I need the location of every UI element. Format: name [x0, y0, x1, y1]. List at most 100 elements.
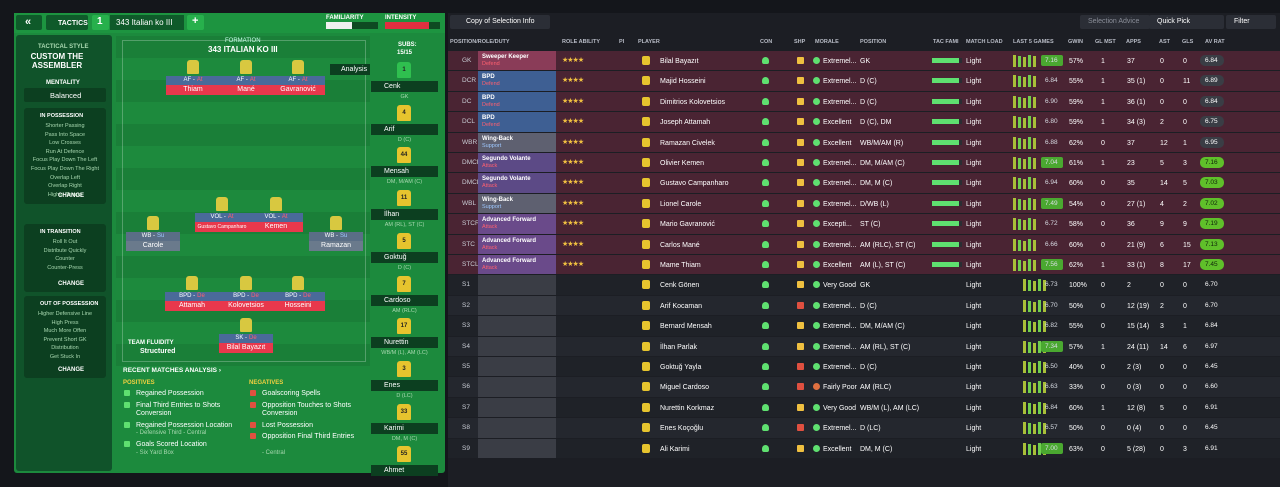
gl-mst: 0 [1101, 364, 1105, 371]
form-rating: 6.82 [1045, 322, 1058, 330]
sub-name[interactable]: Karimi [384, 424, 404, 432]
player-name[interactable]: Majid Hosseini [660, 78, 706, 86]
stars: ★★★★ [562, 240, 584, 248]
sub-name[interactable]: Nurettin [384, 339, 409, 347]
sub-name[interactable]: İlhan [384, 211, 400, 219]
column-header: GLS [1182, 39, 1194, 45]
player-name[interactable]: Ramazan [309, 241, 363, 251]
tactic-name[interactable]: 343 Italian ko III [116, 18, 173, 27]
role-tag: BPD - De [165, 292, 219, 301]
apps: 12 (8) [1127, 404, 1146, 412]
sub-name[interactable]: Cenk [384, 83, 401, 90]
slot-number[interactable]: 1 [97, 16, 103, 27]
gwin: 40% [1069, 364, 1084, 371]
form-rating: 6.88 [1045, 138, 1058, 146]
shirt-icon [642, 178, 650, 188]
shirt-icon [642, 76, 650, 86]
sharpness-icon [797, 220, 804, 228]
toolbar-label[interactable]: Selection Advice [1088, 18, 1140, 25]
toolbar-label[interactable]: Quick Pick [1157, 18, 1191, 25]
player-name[interactable]: Kemen [249, 222, 303, 232]
sub-name[interactable]: Ahmet [384, 467, 405, 475]
sharpness-icon [797, 179, 804, 187]
toolbar-label[interactable]: Filter [1234, 18, 1250, 25]
sub-name[interactable]: Enes [384, 381, 400, 389]
player-name[interactable]: Bilal Bayazıt [219, 343, 273, 353]
analysis-label[interactable]: Analysis [341, 66, 368, 73]
slot: STC [462, 240, 475, 248]
view-name[interactable]: Copy of Selection Info [466, 18, 535, 25]
player-name[interactable]: Lionel Carole [660, 200, 702, 208]
player-name[interactable]: Mané [219, 85, 273, 95]
formation-name[interactable]: 343 ITALIAN KO III [208, 45, 278, 54]
player-name[interactable]: Miguel Cardoso [660, 384, 710, 392]
player-name[interactable]: Ramazan Civelek [660, 139, 715, 147]
sub-name-box [371, 166, 438, 178]
role: WB - [324, 233, 338, 239]
player-name[interactable]: Attamah [165, 301, 219, 311]
player-name[interactable]: Bilal Bayazıt [660, 58, 699, 65]
player-name[interactable]: Thiam [166, 85, 220, 95]
position: AM (RLC) [860, 384, 892, 392]
player-name[interactable]: İlhan Parlak [660, 343, 697, 351]
fluidity-value: Structured [140, 348, 176, 355]
change-button[interactable]: CHANGE [58, 367, 85, 373]
player-name[interactable]: Olivier Kemen [660, 160, 704, 167]
form-bar [1013, 259, 1016, 271]
sharpness-icon [797, 97, 804, 105]
change-button[interactable]: CHANGE [58, 193, 85, 199]
player-name[interactable]: Gustavo Campanharo [195, 222, 249, 232]
player-name[interactable]: Dimitrios Kolovetsios [660, 98, 725, 106]
player-name[interactable]: Cenk Gönen [660, 282, 700, 290]
player-name[interactable]: Kolovetsios [219, 301, 273, 311]
table-row [448, 234, 1280, 254]
form-bar [1028, 238, 1031, 251]
player-name[interactable]: Goktuğ Yayla [660, 364, 702, 371]
form-bar [1028, 218, 1031, 231]
stars: ★★★★ [562, 199, 584, 207]
player-name[interactable]: Mame Thiam [660, 262, 701, 269]
duty: De [303, 293, 311, 299]
form-bar [1033, 239, 1036, 251]
av-rat: 6.75 [1205, 118, 1218, 126]
sharpness-icon [797, 159, 804, 166]
tactics-badge [46, 15, 88, 30]
player-name[interactable]: Joseph Attamah [660, 119, 711, 127]
player-name[interactable]: Enes Koçoğlu [660, 425, 704, 433]
role-tag: BPD - De [271, 292, 325, 301]
sub-number: 17 [400, 323, 408, 330]
add-icon[interactable]: + [192, 15, 199, 27]
player-name[interactable]: Mario Gavranović [660, 221, 715, 229]
sub-name[interactable]: Cardoso [384, 296, 411, 304]
player-name[interactable]: Arif Kocaman [660, 302, 703, 310]
slot: S1 [462, 281, 470, 289]
back-icon[interactable]: « [25, 16, 32, 28]
role: BPD - [233, 293, 250, 299]
player-name[interactable]: Carlos Mané [660, 241, 700, 249]
style-name[interactable]: CUSTOM THE ASSEMBLER [30, 52, 84, 71]
player-name[interactable]: Ali Karimi [660, 445, 690, 453]
form-bar [1033, 178, 1036, 190]
match-load: Light [966, 139, 982, 147]
analysis-title[interactable]: RECENT MATCHES ANALYSIS › [123, 367, 221, 374]
player-name[interactable]: Bernard Mensah [660, 323, 712, 331]
stars: ★★★★ [562, 118, 584, 126]
player-name[interactable]: Gustavo Campanharo [660, 180, 729, 188]
analysis-icon [250, 421, 256, 428]
position: GK [860, 282, 871, 290]
player-name[interactable]: Hosseini [271, 301, 325, 311]
player-name[interactable]: Nurettin Korkmaz [660, 404, 715, 412]
column-header: AST [1159, 39, 1170, 45]
av-rat: 6.45 [1205, 424, 1218, 432]
sub-name[interactable]: Mensah [384, 168, 409, 176]
change-button[interactable]: CHANGE [58, 281, 85, 287]
sub-name[interactable]: Arif [384, 125, 395, 133]
match-load: Light [966, 384, 982, 392]
sub-name[interactable]: Goktuğ [384, 253, 407, 261]
morale-icon [813, 199, 820, 207]
gls: 15 [1183, 241, 1191, 249]
player-name[interactable]: Gavranović [271, 85, 325, 95]
player-name[interactable]: Carole [126, 241, 180, 251]
form-bar [1038, 401, 1041, 414]
mentality-value[interactable]: Balanced [50, 91, 82, 100]
